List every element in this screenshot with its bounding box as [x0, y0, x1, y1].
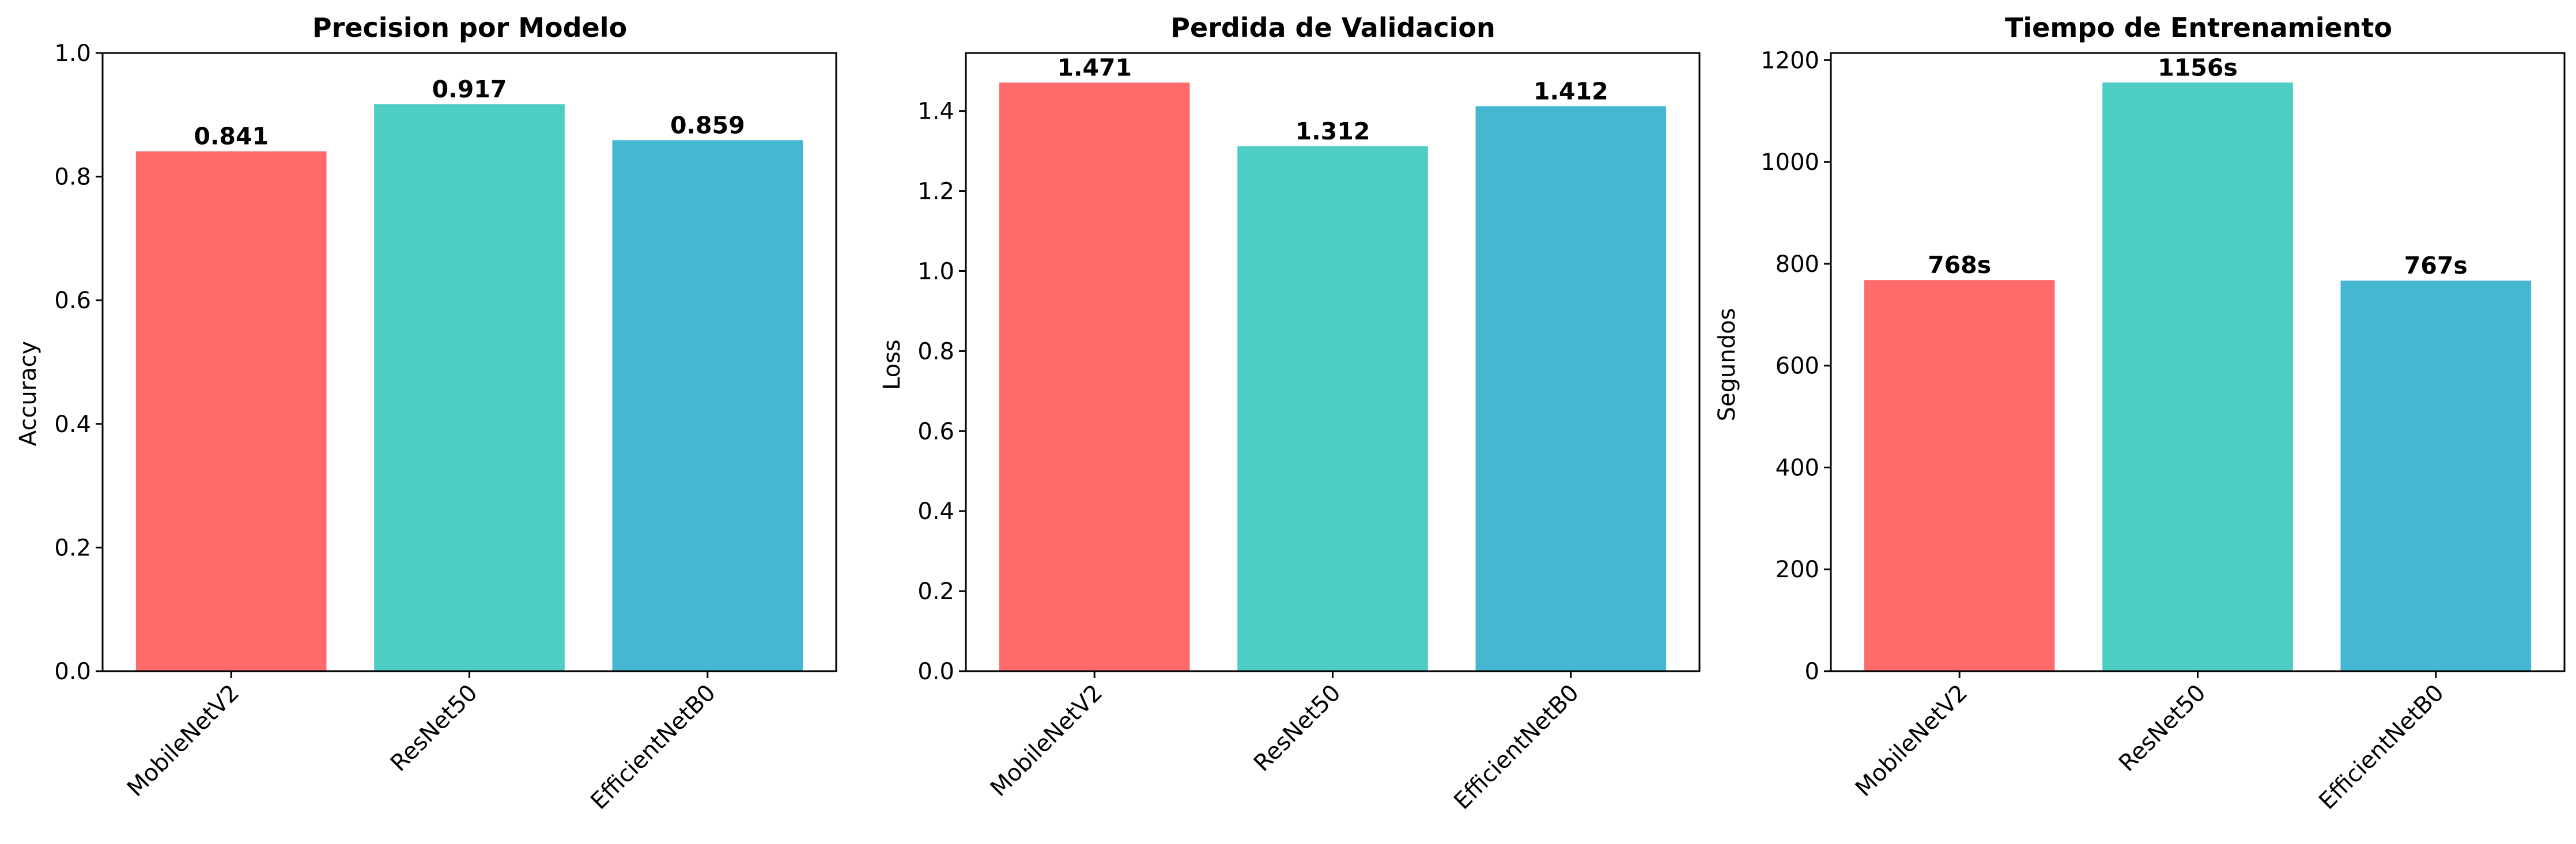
plot-frame [965, 52, 1701, 672]
y-tick-label: 0.0 [917, 658, 954, 685]
bar [2102, 82, 2293, 671]
y-axis-label: Segundos [1714, 308, 1740, 422]
y-axis-ticks: 0.0 0.2 0.4 0.6 0.8 1.0 1.2 1.4 [917, 99, 966, 685]
data-label: 1.412 [1533, 77, 1608, 105]
bar [1475, 106, 1667, 671]
data-label: 1156s [2158, 54, 2238, 81]
y-axis-label: Accuracy [15, 341, 41, 446]
plot-frame [101, 52, 837, 672]
plot-frame [1830, 52, 2566, 672]
chart-title: Perdida de Validacion [1170, 12, 1495, 43]
y-tick-label: 1.4 [917, 99, 954, 125]
y-tick-label: 0.4 [917, 498, 954, 525]
chart-title: Tiempo de Entrenamiento [2005, 12, 2392, 43]
bars: 768s 1156s 767s [1864, 54, 2532, 671]
data-label: 1.471 [1057, 54, 1132, 81]
y-tick-label: 800 [1776, 251, 1819, 278]
y-tick-label: 0.2 [54, 535, 91, 561]
y-tick-label: 0 [1805, 658, 1819, 685]
y-axis-ticks: 0 200 400 600 800 1000 1200 [1761, 47, 1831, 685]
y-tick-label: 0.6 [54, 287, 91, 314]
bar [135, 151, 327, 671]
data-label: 1.312 [1295, 118, 1370, 145]
y-tick-label: 200 [1776, 557, 1819, 583]
y-axis-label: Loss [879, 339, 905, 390]
data-label: 0.859 [670, 111, 745, 139]
y-tick-label: 1.0 [54, 40, 91, 67]
y-tick-label: 0.2 [917, 578, 954, 605]
bars: 1.471 1.312 1.412 [999, 54, 1667, 672]
y-tick-label: 0.4 [54, 411, 91, 438]
y-tick-label: 0.8 [917, 338, 954, 365]
bar [999, 82, 1190, 671]
y-tick-label: 1200 [1761, 47, 1819, 74]
y-axis-ticks: 0.0 0.2 0.4 0.6 0.8 1.0 [54, 40, 103, 685]
bar [374, 104, 565, 671]
data-label: 0.917 [432, 75, 507, 103]
y-tick-label: 0.0 [54, 658, 91, 685]
data-label: 768s [1928, 251, 1991, 279]
bar [612, 140, 803, 672]
bar [2340, 281, 2532, 671]
data-label: 767s [2404, 252, 2468, 279]
y-tick-label: 0.8 [54, 164, 91, 191]
data-label: 0.841 [194, 123, 269, 150]
bar [1864, 280, 2055, 671]
bars: 0.841 0.917 0.859 [135, 75, 803, 672]
y-tick-label: 0.6 [917, 418, 954, 445]
chart-title: Precision por Modelo [312, 12, 627, 43]
bar [1237, 146, 1428, 672]
y-tick-label: 600 [1776, 353, 1819, 380]
y-tick-label: 1.2 [917, 179, 954, 205]
y-tick-label: 1000 [1761, 149, 1819, 176]
y-tick-label: 400 [1776, 455, 1819, 481]
y-tick-label: 1.0 [917, 259, 954, 285]
